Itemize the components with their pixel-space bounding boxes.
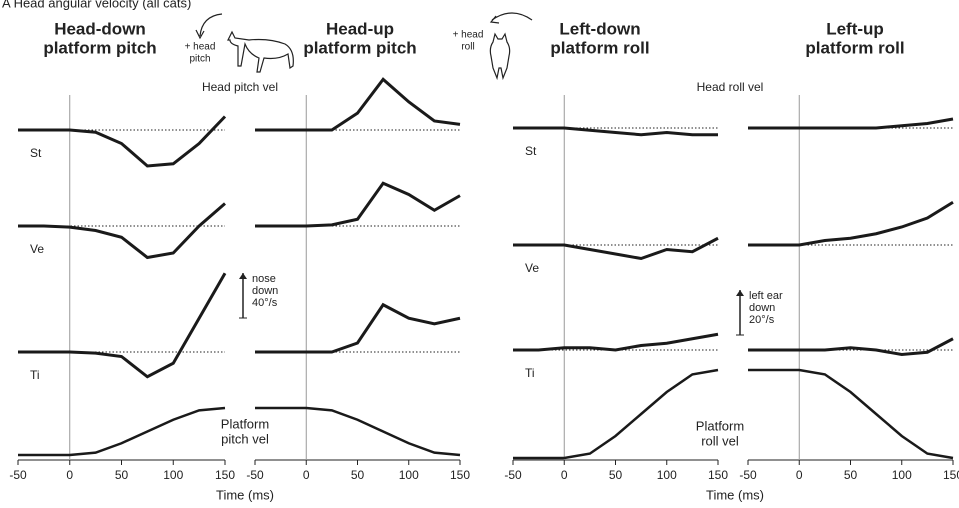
mean-trace xyxy=(513,126,718,137)
trace-label: Ve xyxy=(30,242,44,256)
subtitle: Head roll vel xyxy=(697,80,764,94)
x-axis-label: Time (ms) xyxy=(216,487,274,502)
x-tick-label: 50 xyxy=(351,468,365,482)
x-tick-label: 150 xyxy=(708,468,728,482)
trace-label: Ve xyxy=(525,261,539,275)
x-tick-label: 100 xyxy=(892,468,912,482)
x-tick-label: 0 xyxy=(561,468,568,482)
scale-text: left ear xyxy=(749,290,783,302)
x-tick-label: -50 xyxy=(9,468,27,482)
x-tick-label: -50 xyxy=(739,468,757,482)
platform-trace xyxy=(748,368,954,460)
x-tick-label: 0 xyxy=(66,468,73,482)
scale-text: down xyxy=(252,285,278,297)
scale-text: nose xyxy=(252,273,276,285)
x-tick-label: 50 xyxy=(609,468,623,482)
scale-label: 40°/s xyxy=(252,297,278,309)
x-tick-label: 150 xyxy=(943,468,959,482)
x-tick-label: 0 xyxy=(796,468,803,482)
figure-title: A Head angular velocity (all cats) xyxy=(2,0,191,10)
mean-trace xyxy=(18,272,227,379)
mean-trace xyxy=(748,337,954,357)
trace-label: Ti xyxy=(30,368,40,382)
x-tick-label: 50 xyxy=(844,468,858,482)
x-tick-label: 150 xyxy=(450,468,470,482)
panel-title: platform pitch xyxy=(43,38,156,57)
mean-trace xyxy=(18,202,226,260)
x-tick-label: -50 xyxy=(246,468,264,482)
subtitle: Head pitch vel xyxy=(202,80,278,94)
cat-side-icon xyxy=(195,13,294,73)
x-tick-label: -50 xyxy=(504,468,522,482)
x-axis-label: Time (ms) xyxy=(706,487,764,502)
panel-title: platform roll xyxy=(805,38,904,57)
mean-trace xyxy=(748,117,954,130)
mean-trace xyxy=(255,181,461,228)
x-tick-label: 100 xyxy=(399,468,419,482)
platform-label: roll vel xyxy=(701,433,739,448)
panel-title: platform roll xyxy=(550,38,649,57)
platform-label: Platform xyxy=(221,416,269,431)
scale-text: down xyxy=(749,302,775,314)
trace-label: St xyxy=(30,146,42,160)
icon-label: pitch xyxy=(189,54,210,65)
icon-label: + head xyxy=(453,30,484,41)
scale-label: 20°/s xyxy=(749,314,775,326)
x-tick-label: 150 xyxy=(215,468,235,482)
trace-label: St xyxy=(525,144,537,158)
icon-label: + head xyxy=(185,42,216,53)
panel-title: Head-up xyxy=(326,19,394,38)
platform-trace xyxy=(255,406,461,457)
scale-arrow xyxy=(239,273,247,279)
mean-trace xyxy=(18,115,227,168)
platform-trace xyxy=(513,368,719,460)
mean-trace xyxy=(513,332,719,352)
platform-label: Platform xyxy=(696,418,744,433)
panel-title: Left-down xyxy=(559,19,640,38)
platform-trace xyxy=(18,406,226,457)
panel-title: Left-up xyxy=(826,19,884,38)
mean-trace xyxy=(255,302,461,354)
cat-back-icon xyxy=(489,12,533,81)
trace-label: Ti xyxy=(525,366,535,380)
panel-title: platform pitch xyxy=(303,38,416,57)
mean-trace xyxy=(255,77,461,132)
icon-label: roll xyxy=(461,42,474,53)
mean-trace xyxy=(513,236,719,261)
scale-arrow xyxy=(736,290,744,296)
x-tick-label: 50 xyxy=(115,468,129,482)
panel-title: Head-down xyxy=(54,19,146,38)
mean-trace xyxy=(748,200,954,247)
x-tick-label: 100 xyxy=(657,468,677,482)
x-tick-label: 0 xyxy=(303,468,310,482)
platform-label: pitch vel xyxy=(221,431,269,446)
x-tick-label: 100 xyxy=(163,468,183,482)
